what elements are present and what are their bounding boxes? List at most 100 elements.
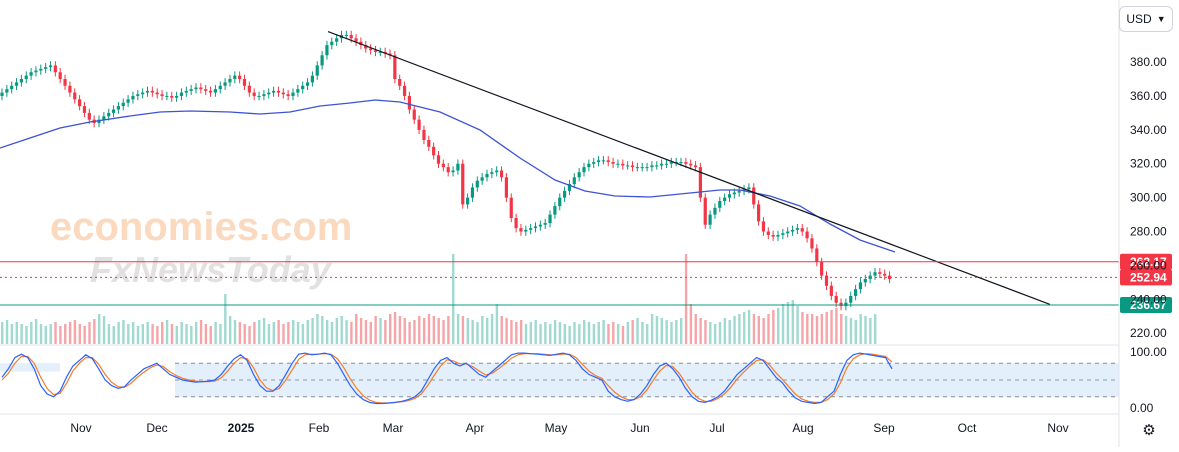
volume-bar: [98, 314, 101, 344]
candle: [29, 67, 33, 80]
volume-bar: [772, 310, 775, 344]
volume-bar: [738, 314, 741, 344]
candle: [737, 186, 741, 197]
currency-button[interactable]: USD ▼: [1119, 6, 1173, 32]
volume-bar: [204, 324, 208, 344]
volume-bar: [311, 318, 314, 344]
candle: [863, 274, 867, 287]
volume-bar: [185, 324, 188, 344]
volume-bar: [825, 312, 828, 344]
candle: [567, 179, 572, 196]
candle: [160, 90, 164, 101]
volume-bar: [466, 318, 469, 344]
candle: [111, 105, 116, 118]
volume-bar: [316, 314, 319, 344]
volume-bar: [650, 314, 654, 344]
candle: [563, 186, 567, 202]
price-tick-label: 240.00: [1130, 292, 1167, 306]
volume-bar: [292, 320, 295, 344]
candle: [136, 90, 140, 101]
volume-bar: [660, 318, 663, 344]
candle: [645, 162, 649, 172]
candle: [344, 30, 348, 40]
candle: [39, 64, 43, 75]
candle: [121, 98, 125, 111]
volume-bar: [806, 314, 809, 344]
volume-bar: [481, 316, 484, 344]
candle: [10, 81, 14, 94]
candle: [514, 213, 518, 233]
volume-bar: [25, 326, 28, 344]
volume-bar: [282, 324, 285, 344]
candle: [592, 157, 596, 168]
candle: [184, 86, 188, 97]
volume-bar: [88, 322, 91, 344]
oscillator-band-left: [0, 363, 60, 372]
price-axis[interactable]: 400.00380.00360.00340.00320.00300.00280.…: [1130, 21, 1167, 340]
time-tick-label: May: [545, 421, 568, 435]
candle: [858, 278, 863, 294]
candle: [330, 37, 334, 50]
candle: [752, 183, 756, 209]
volume-bar: [583, 320, 586, 344]
trendline[interactable]: [327, 30, 1051, 305]
candle: [640, 162, 644, 172]
volume-bar: [553, 320, 557, 344]
volume-bar: [209, 326, 212, 344]
volume-bar: [476, 322, 479, 344]
candle: [703, 193, 707, 229]
volume-bar: [267, 324, 271, 344]
volume-bar: [1, 322, 4, 344]
volume-bar: [214, 322, 217, 344]
volume-bar: [680, 318, 683, 344]
volume-bar: [30, 322, 33, 344]
candle: [805, 227, 809, 243]
volume-bar: [127, 324, 130, 344]
candle: [839, 298, 843, 311]
volume-bar: [752, 314, 756, 344]
candle: [305, 78, 310, 91]
candle: [155, 88, 159, 99]
volume-bar: [452, 254, 455, 344]
candle: [58, 67, 62, 84]
volume-bar: [73, 320, 77, 344]
volume-bar: [539, 324, 542, 344]
resistance-trendline[interactable]: [327, 30, 1051, 305]
candle: [247, 81, 251, 97]
volume-bar: [874, 314, 877, 344]
candle: [436, 151, 441, 168]
candle: [325, 40, 329, 60]
price-level-label: 252.94: [1130, 270, 1167, 284]
volume-bar: [684, 254, 688, 344]
volume-bar: [228, 316, 232, 344]
oscillator-tick-label: 0.00: [1130, 401, 1154, 415]
candle: [150, 86, 154, 97]
candle: [611, 157, 615, 168]
volume-bar: [830, 310, 833, 344]
volume-bar: [767, 314, 770, 344]
price-tick-label: 260.00: [1130, 258, 1167, 272]
volume-bar: [859, 314, 862, 344]
gear-icon[interactable]: ⚙: [1142, 422, 1156, 439]
candle: [412, 105, 416, 124]
volume-bar: [68, 322, 72, 344]
candle: [815, 244, 819, 267]
candle: [267, 88, 271, 99]
time-tick-label: 2025: [228, 421, 255, 435]
volume-bar: [820, 314, 824, 344]
oscillator-k-line: [1, 352, 893, 405]
volume-bar: [345, 320, 348, 344]
volume-bar: [398, 316, 402, 344]
currency-label: USD: [1126, 12, 1152, 26]
volume-bar: [544, 322, 547, 344]
time-axis[interactable]: Nov Dec 2025 Feb Mar Apr May Jun Jul Aug Sep Oct Nov: [70, 421, 1068, 435]
candle: [82, 101, 87, 118]
candle: [742, 184, 746, 196]
watermark-line1: economies.com: [50, 205, 352, 249]
candle: [689, 159, 693, 170]
volume-bar: [306, 320, 309, 344]
candle: [441, 159, 445, 172]
candle: [698, 162, 702, 202]
